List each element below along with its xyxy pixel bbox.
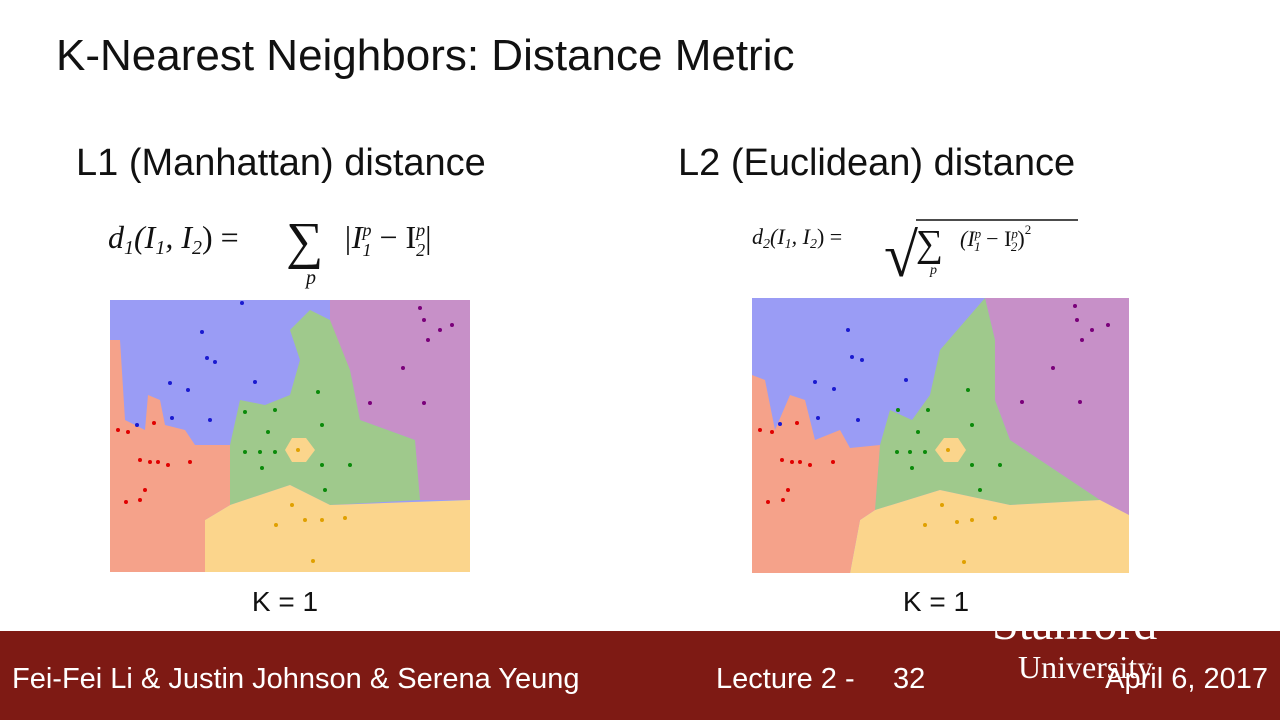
formula-text: |Ip 1 − Ip 2| bbox=[343, 219, 432, 260]
term: | bbox=[425, 219, 431, 255]
footer-lecture: Lecture 2 - bbox=[716, 663, 855, 695]
term: 1 bbox=[785, 237, 792, 252]
points-blue bbox=[778, 328, 908, 426]
points-purple bbox=[1020, 304, 1110, 404]
logo-university: University bbox=[1018, 649, 1153, 685]
term: 1 bbox=[124, 237, 134, 259]
formula-text: (Ip 1 − Ip 2)2 bbox=[960, 222, 1031, 254]
term: |I bbox=[343, 219, 364, 255]
points-purple bbox=[368, 306, 454, 405]
left-heading: L1 (Manhattan) distance bbox=[76, 142, 486, 184]
slide-title: K-Nearest Neighbors: Distance Metric bbox=[56, 31, 794, 80]
term: ) bbox=[1017, 226, 1024, 251]
points-yellow bbox=[274, 448, 347, 563]
right-caption: K = 1 bbox=[903, 586, 969, 617]
term: , I bbox=[792, 224, 812, 249]
region-green bbox=[875, 298, 1100, 510]
term: d bbox=[108, 219, 125, 255]
region-red bbox=[110, 340, 230, 572]
sum-sign: ∑ bbox=[286, 213, 323, 270]
region-yellow bbox=[850, 490, 1129, 573]
term: 2 bbox=[1011, 239, 1018, 254]
footer-page: 32 bbox=[893, 663, 925, 695]
term: 1 bbox=[974, 239, 981, 254]
term: (I bbox=[960, 226, 976, 251]
sum-index: p bbox=[304, 267, 316, 289]
points-red bbox=[758, 421, 835, 504]
points-green bbox=[243, 390, 352, 492]
term: , I bbox=[165, 219, 193, 255]
region-red bbox=[752, 375, 880, 573]
term: 2 bbox=[416, 240, 425, 260]
left-caption: K = 1 bbox=[252, 586, 318, 617]
term: (I bbox=[134, 219, 157, 255]
term: p bbox=[414, 220, 425, 240]
term: ) = bbox=[202, 219, 239, 255]
points-yellow bbox=[923, 448, 997, 564]
term: 2 bbox=[192, 237, 202, 259]
term: d bbox=[752, 224, 764, 249]
term: 1 bbox=[362, 240, 371, 260]
points-red bbox=[116, 421, 192, 504]
footer-authors: Fei-Fei Li & Justin Johnson & Serena Yeu… bbox=[12, 663, 579, 695]
logo-stanford: Stanford bbox=[992, 597, 1157, 650]
term: ) = bbox=[817, 224, 842, 249]
l1-plot bbox=[110, 300, 470, 572]
term: − I bbox=[981, 226, 1012, 251]
term: 2 bbox=[763, 237, 770, 252]
term: 1 bbox=[155, 237, 165, 259]
region-green bbox=[230, 310, 420, 505]
term: p bbox=[360, 220, 371, 240]
region-purple bbox=[985, 298, 1129, 515]
term: (I bbox=[770, 224, 786, 249]
term: − I bbox=[371, 219, 416, 255]
term: 2 bbox=[810, 237, 817, 252]
points-green bbox=[895, 388, 1002, 492]
formula-text: d1(I1, I2) = bbox=[108, 219, 239, 259]
term: 2 bbox=[1025, 222, 1032, 237]
right-heading: L2 (Euclidean) distance bbox=[678, 142, 1075, 184]
sum-index: p bbox=[929, 263, 937, 278]
root-sign: √ bbox=[884, 222, 918, 290]
region-purple bbox=[330, 300, 470, 500]
footer-date: April 6, 2017 bbox=[1105, 663, 1268, 695]
formula-text: d2(I1, I2) = bbox=[752, 224, 842, 252]
l1-formula: d1(I1, I2) = ∑ p |Ip 1 − Ip 2| bbox=[108, 213, 432, 289]
region-yellow bbox=[205, 485, 470, 572]
region-island bbox=[935, 438, 966, 462]
sum-sign: ∑ bbox=[916, 223, 943, 265]
term: p bbox=[1010, 226, 1018, 241]
footer-bar bbox=[0, 631, 1280, 720]
points-blue bbox=[135, 301, 257, 427]
term: p bbox=[974, 226, 982, 241]
l2-formula: d2(I1, I2) = √ ∑ p (Ip 1 − Ip 2)2 bbox=[752, 219, 1078, 290]
l2-plot bbox=[752, 298, 1129, 573]
